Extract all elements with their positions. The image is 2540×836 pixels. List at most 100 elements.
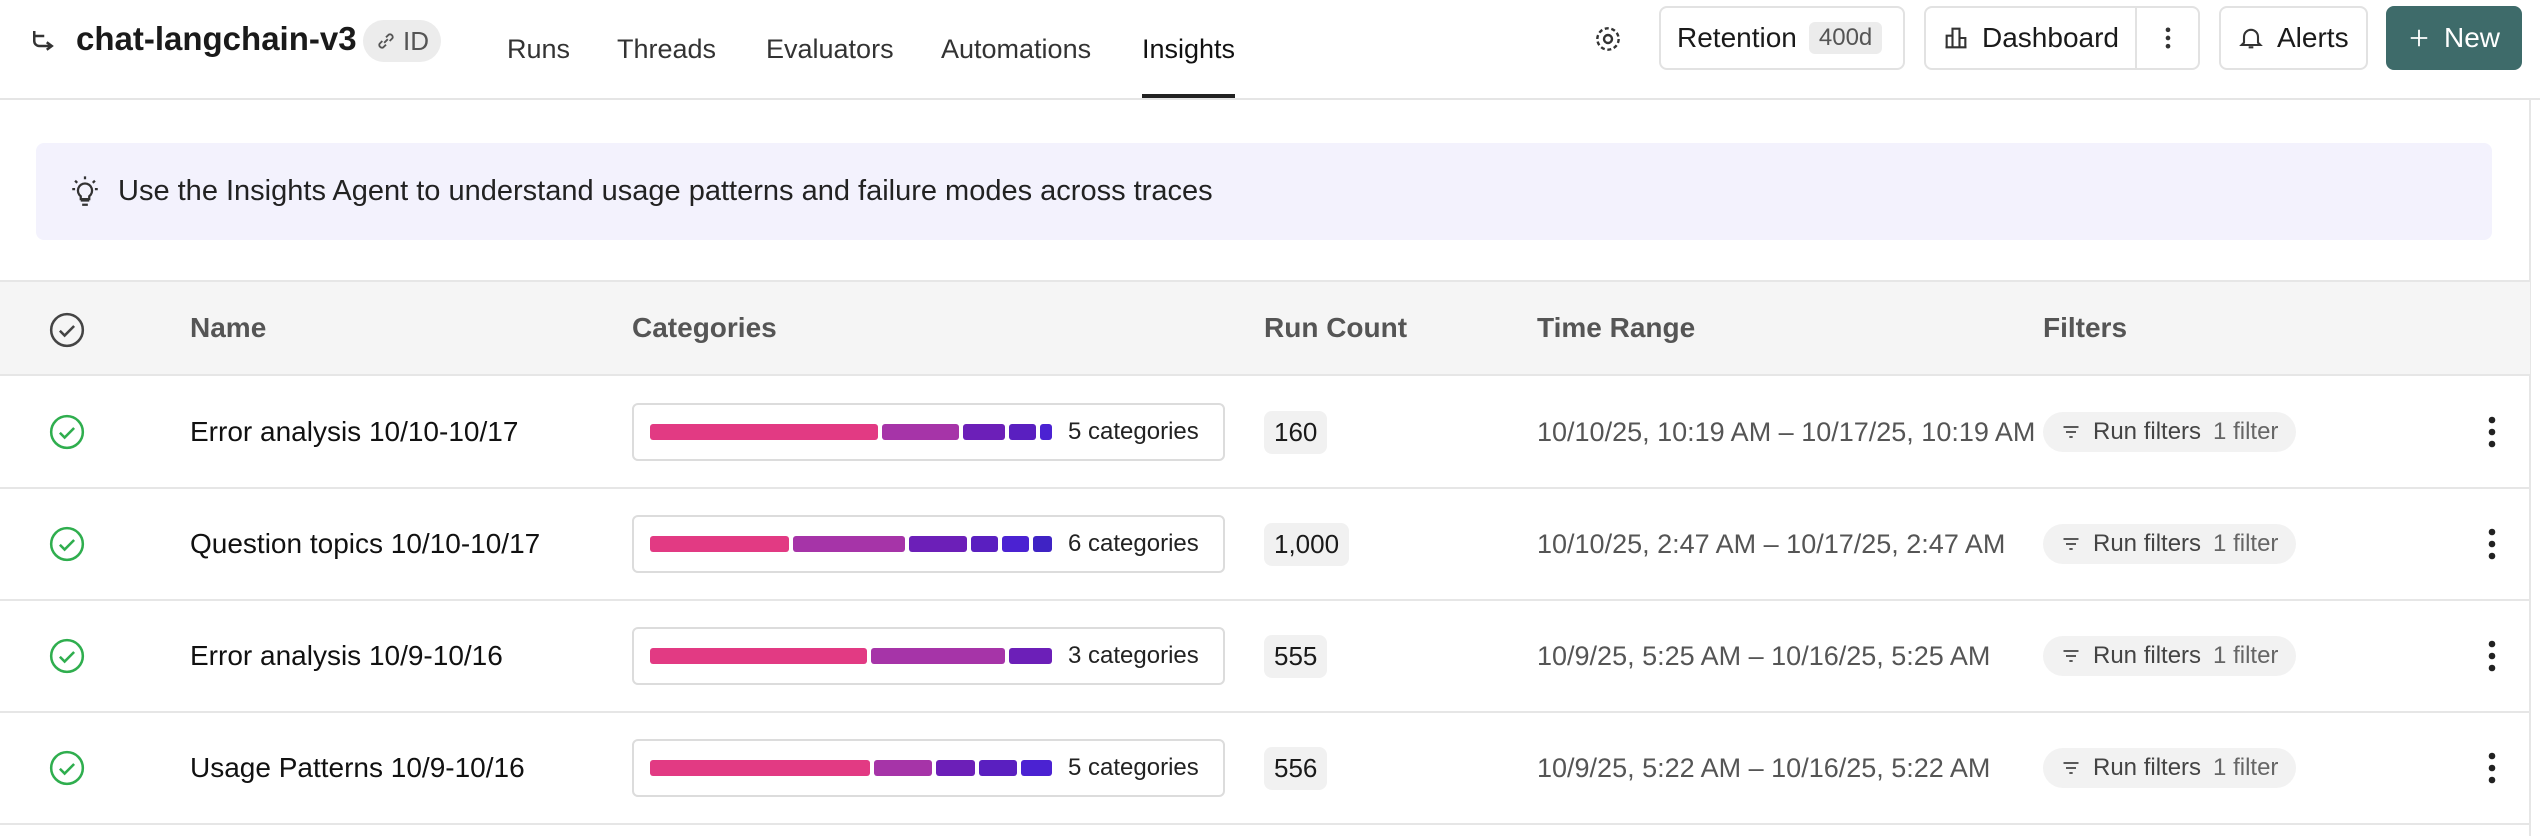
row-divider: [0, 599, 2530, 601]
row-name: Error analysis 10/10-10/17: [190, 416, 519, 447]
category-segment: [978, 760, 1018, 776]
run-count-cell: 160: [1264, 376, 1328, 488]
table-row[interactable]: Error analysis 10/9-10/16 3 categories 555…: [0, 600, 2530, 712]
category-bar: [650, 536, 1053, 552]
category-segment: [870, 648, 1005, 664]
category-segment: [792, 536, 905, 552]
select-all-icon[interactable]: [48, 311, 86, 349]
filters-cell: Run filters 1 filter: [2043, 712, 2297, 824]
alerts-button[interactable]: Alerts: [2219, 6, 2368, 70]
run-count: 1,000: [1264, 522, 1350, 566]
link-icon: [378, 33, 394, 49]
status-icon: [49, 750, 85, 786]
divider: [2135, 8, 2137, 68]
row-divider: [0, 711, 2530, 713]
filters-cell: Run filters 1 filter: [2043, 376, 2297, 488]
retention-button[interactable]: Retention 400d: [1659, 6, 1905, 70]
kebab-icon: [2488, 752, 2496, 784]
retention-value: 400d: [1808, 22, 1883, 54]
column-header: Categories: [632, 312, 777, 343]
nav-tab[interactable]: Insights: [1142, 0, 1236, 98]
status-icon: [49, 526, 85, 562]
nav-tab[interactable]: Evaluators: [766, 33, 894, 64]
column-header: Run Count: [1264, 312, 1408, 343]
category-segment: [1040, 424, 1052, 440]
category-segment: [1032, 536, 1053, 552]
new-button[interactable]: New: [2386, 6, 2522, 70]
bulb-icon: [72, 175, 98, 206]
project-name: chat-langchain-v3: [76, 20, 357, 57]
categories-cell: 6 categories: [632, 515, 1225, 573]
settings-icon[interactable]: [1592, 23, 1624, 55]
run-count-cell: 555: [1264, 600, 1328, 712]
more-icon[interactable]: [2156, 24, 2180, 52]
alerts-label: Alerts: [2277, 22, 2349, 53]
filters-label: Run filters: [2093, 642, 2202, 669]
category-segment: [962, 424, 1006, 440]
run-count: 556: [1264, 746, 1328, 790]
filters-label: Run filters: [2093, 418, 2202, 445]
time-range: 10/10/25, 10:19 AM – 10/17/25, 10:19 AM: [1537, 416, 2036, 447]
kebab-icon: [2488, 528, 2496, 560]
kebab-icon: [2488, 416, 2496, 448]
row-menu[interactable]: [2478, 638, 2506, 674]
row-divider: [0, 823, 2530, 825]
table-row[interactable]: Usage Patterns 10/9-10/16 5 categories 556…: [0, 712, 2530, 824]
nav-tab[interactable]: Runs: [507, 33, 571, 64]
categories-cell: 3 categories: [632, 627, 1225, 685]
row-name: Usage Patterns 10/9-10/16: [190, 752, 525, 783]
filter-count: 1 filter: [2213, 418, 2279, 445]
table-header: [0, 280, 2530, 376]
filter-count: 1 filter: [2213, 642, 2279, 669]
dashboard-label: Dashboard: [1982, 22, 2119, 53]
category-segment: [650, 536, 789, 552]
id-text: ID: [403, 25, 429, 56]
categories-cell: 5 categories: [632, 739, 1225, 797]
scroll-edge: [2529, 100, 2531, 836]
table-row[interactable]: Question topics 10/10-10/17 6 categories 1…: [0, 488, 2530, 600]
filter-icon: [2063, 650, 2079, 662]
run-count-cell: 1,000: [1264, 488, 1350, 600]
dashboard-button[interactable]: Dashboard: [1924, 6, 2200, 70]
category-segment: [650, 424, 878, 440]
filter-count: 1 filter: [2213, 530, 2279, 557]
category-segment: [1009, 424, 1037, 440]
row-menu[interactable]: [2478, 750, 2506, 786]
row-divider: [0, 487, 2530, 489]
categories-count: 6 categories: [1068, 530, 1199, 557]
categories-count: 5 categories: [1068, 754, 1199, 781]
banner-text: Use the Insights Agent to understand usa…: [118, 175, 1213, 207]
filters-cell: Run filters 1 filter: [2043, 600, 2297, 712]
category-bar: [650, 760, 1052, 776]
retention-label: Retention: [1677, 22, 1797, 53]
nav-tab[interactable]: Threads: [617, 33, 717, 64]
column-header: Filters: [2043, 312, 2128, 343]
filters-pill[interactable]: Run filters 1 filter: [2043, 412, 2297, 452]
filters-pill[interactable]: Run filters 1 filter: [2043, 748, 2297, 788]
row-menu[interactable]: [2478, 526, 2506, 562]
status-icon: [49, 638, 85, 674]
time-range: 10/9/25, 5:22 AM – 10/16/25, 5:22 AM: [1537, 752, 1991, 783]
kebab-icon: [2488, 640, 2496, 672]
row-menu[interactable]: [2478, 414, 2506, 450]
row-name: Error analysis 10/9-10/16: [190, 640, 503, 671]
categories-count: 3 categories: [1068, 642, 1199, 669]
nav-tab[interactable]: Automations: [941, 33, 1092, 64]
category-segment: [650, 648, 867, 664]
table-row[interactable]: Error analysis 10/10-10/17 5 categories 16…: [0, 376, 2530, 488]
filter-icon: [2063, 762, 2079, 774]
category-segment: [1021, 760, 1052, 776]
plus-icon: [2410, 29, 2428, 47]
filters-pill[interactable]: Run filters 1 filter: [2043, 636, 2297, 676]
row-name: Question topics 10/10-10/17: [190, 528, 541, 559]
filter-icon: [2063, 426, 2079, 438]
filters-pill[interactable]: Run filters 1 filter: [2043, 524, 2297, 564]
category-bar: [650, 424, 1052, 440]
new-label: New: [2444, 22, 2501, 53]
filters-cell: Run filters 1 filter: [2043, 488, 2297, 600]
column-header: Name: [190, 312, 267, 343]
run-count-cell: 556: [1264, 712, 1328, 824]
id-badge[interactable]: ID: [363, 20, 441, 62]
project-icon: [33, 31, 54, 51]
